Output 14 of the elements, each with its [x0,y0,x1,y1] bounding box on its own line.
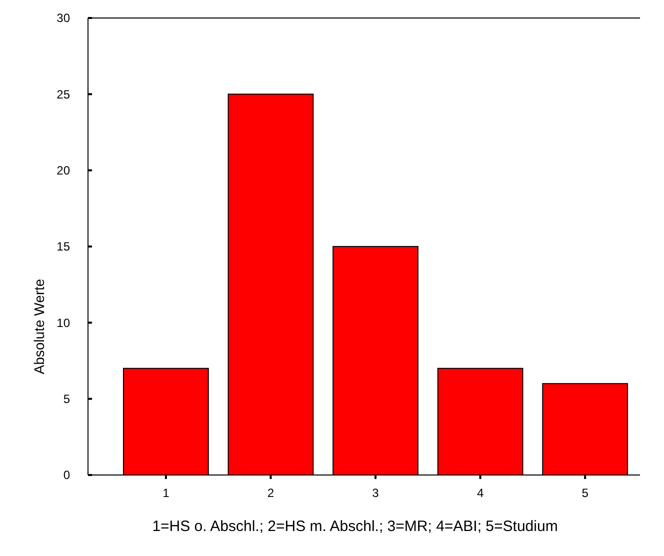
y-axis-title: Absolute Werte [31,278,47,374]
y-tick-label: 25 [56,87,70,102]
x-tick-label: 1 [162,486,170,500]
x-tick-label: 2 [267,486,274,500]
x-tick-label: 4 [476,486,484,500]
y-tick-label: 10 [56,316,70,330]
x-tick-label: 5 [582,486,589,500]
y-tick-label: 30 [56,11,70,26]
y-tick-label: 15 [56,240,70,254]
x-tick-label: 3 [372,486,380,500]
y-tick-label: 0 [63,468,70,482]
y-tick-label: 20 [56,164,70,178]
y-tick-label: 5 [63,392,70,406]
x-axis-title: 1=HS o. Abschl.; 2=HS m. Abschl.; 3=MR; 4=ABI; 5=Studium [152,518,558,535]
